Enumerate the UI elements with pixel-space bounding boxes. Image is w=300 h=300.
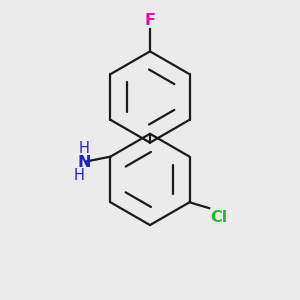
Text: H: H [74, 168, 85, 183]
Text: H: H [79, 141, 90, 156]
Text: F: F [145, 13, 155, 28]
Text: Cl: Cl [211, 210, 228, 225]
Text: N: N [78, 154, 91, 169]
